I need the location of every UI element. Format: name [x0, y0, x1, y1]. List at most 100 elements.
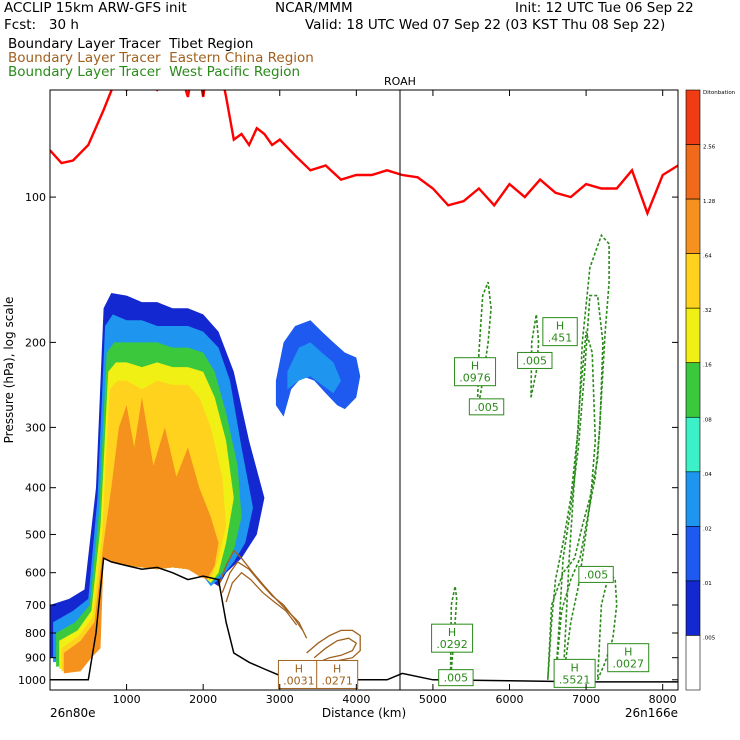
contour-label: H.0271	[316, 659, 359, 689]
colorbar-level-label: .02	[703, 526, 712, 532]
y-tick-label: 700	[25, 599, 46, 612]
colorbar-swatch	[685, 471, 701, 527]
west-pacific-contour-2	[562, 331, 597, 680]
y-tick-label: 600	[25, 567, 46, 580]
forecast-hour: Fcst: 30 h	[4, 17, 79, 33]
contour-label-text: H	[295, 662, 303, 675]
colorbar-swatch	[685, 416, 701, 473]
west-pacific-contour-0	[547, 233, 610, 680]
roah-marker-label: ROAH	[384, 75, 416, 88]
contour-label-text: H	[333, 662, 341, 675]
contour-label-box	[542, 317, 578, 347]
contour-label-text: H	[556, 320, 564, 333]
contour-label: H.5521	[553, 658, 596, 688]
axes: 1000 2000 3000 4000 5000 6000 7000 8000 100 200 30…	[2, 75, 679, 720]
tracer-plume-core	[287, 342, 341, 394]
x-tick-label: 1000	[113, 693, 141, 706]
contour-label-text: .005	[523, 354, 548, 367]
colorbar-level-label: .005	[703, 635, 716, 641]
contour-label-text: .0271	[321, 674, 353, 687]
tracer-line-contours	[217, 233, 618, 681]
colorbar-level-label: .64	[703, 254, 712, 260]
contour-label-text: H	[471, 360, 479, 373]
contour-label-text: .0976	[459, 372, 491, 385]
legend-entry: Boundary Layer Tracer West Pacific Regio…	[8, 64, 301, 80]
contour-label-box	[438, 669, 474, 687]
contour-label-text: H	[624, 646, 632, 659]
x-tick-label: 6000	[496, 693, 524, 706]
contour-label-box	[454, 357, 497, 387]
left-endpoint-label: 26n80e	[50, 706, 96, 720]
contour-label-text: H	[570, 661, 578, 674]
colorbar-swatch	[685, 253, 701, 309]
west-pacific-contour-6	[530, 314, 540, 398]
y-tick-label: 400	[25, 482, 46, 495]
y-tick-label: 200	[25, 336, 46, 349]
contour-label: .005	[468, 398, 505, 416]
contour-label-text: .0027	[612, 658, 644, 671]
tracer-filled-contours	[50, 293, 361, 674]
contour-label: H.0027	[607, 643, 650, 673]
eastern-china-contour-4	[313, 637, 358, 663]
valid-time: Valid: 18 UTC Wed 07 Sep 22 (03 KST Thu …	[305, 17, 666, 33]
colorbar-level-label: .08	[703, 417, 712, 423]
colorbar-swatch	[685, 307, 701, 364]
contour-label-text: H	[448, 626, 456, 639]
colorbar-level-label: 1.28	[703, 199, 716, 205]
colorbar-level-label: .16	[703, 363, 712, 369]
y-tick-label: 800	[25, 627, 46, 640]
profile-lines	[50, 90, 678, 690]
eastern-china-contour-1	[221, 561, 304, 631]
x-tick-label: 2000	[189, 693, 217, 706]
colorbar-level-label: Ditonbation	[703, 90, 736, 96]
contour-label: H.451	[542, 317, 578, 347]
colorbar-level-label: .04	[703, 472, 712, 478]
contour-label-text: .0031	[283, 674, 315, 687]
y-axis-label: Pressure (hPa), log scale	[2, 297, 16, 444]
init-time: Init: 12 UTC Tue 06 Sep 22	[515, 0, 694, 16]
west-pacific-contour-3	[596, 571, 618, 681]
west-pacific-contour-4	[476, 281, 492, 414]
colorbar-swatch	[685, 580, 701, 636]
contour-label: .005	[578, 565, 614, 583]
contour-label-box	[517, 351, 553, 369]
contour-label-box	[468, 398, 505, 416]
contour-label-text: .005	[444, 672, 469, 685]
contour-label: H.0976	[454, 357, 497, 387]
y-tick-label: 500	[25, 528, 46, 541]
right-endpoint-label: 26n166e	[625, 706, 678, 720]
colorbar-swatch	[685, 526, 701, 582]
contour-label-text: .5521	[559, 673, 591, 686]
contour-label-box	[431, 623, 474, 653]
eastern-china-contour-2	[225, 571, 298, 626]
colorbar-swatch	[685, 198, 701, 254]
colorbar-level-label: .32	[703, 308, 712, 314]
org-label: NCAR/MMM	[275, 0, 353, 16]
y-tick-label: 900	[25, 652, 46, 665]
tracer-band-5	[63, 397, 219, 674]
contour-label: .005	[438, 669, 474, 687]
colorbar-swatch	[685, 144, 701, 200]
colorbar-swatch	[685, 89, 701, 145]
contour-label: H.0031	[277, 659, 320, 689]
legend-entry: Boundary Layer Tracer Tibet Region	[8, 36, 254, 52]
colorbar-swatch	[685, 362, 701, 418]
colorbar-swatch	[685, 635, 701, 691]
colorbar-level-label: 2.56	[703, 145, 716, 151]
y-tick-label: 1000	[18, 674, 46, 687]
contour-label-box	[316, 659, 359, 689]
contour-label-text: .0292	[436, 638, 468, 651]
west-pacific-contour-1	[554, 294, 604, 680]
x-tick-label: 3000	[266, 693, 294, 706]
colorbar: Ditonbation 2.56 1.28 .64 .32 .16 .08 .04 .02 .01…	[685, 89, 736, 691]
contour-label-box	[607, 643, 650, 673]
contour-label: .005	[517, 351, 553, 369]
contour-label-text: .005	[474, 401, 499, 414]
contour-labels: H.0976.005.005H.451.005H.0292.005H.5521H…	[277, 317, 650, 689]
x-axis-label: Distance (km)	[322, 706, 406, 720]
legend-entry: Boundary Layer Tracer Eastern China Regi…	[8, 50, 314, 66]
x-tick-label: 7000	[572, 693, 600, 706]
model-title: ACCLIP 15km ARW-GFS init	[4, 0, 187, 16]
contour-label-text: .005	[584, 568, 609, 581]
